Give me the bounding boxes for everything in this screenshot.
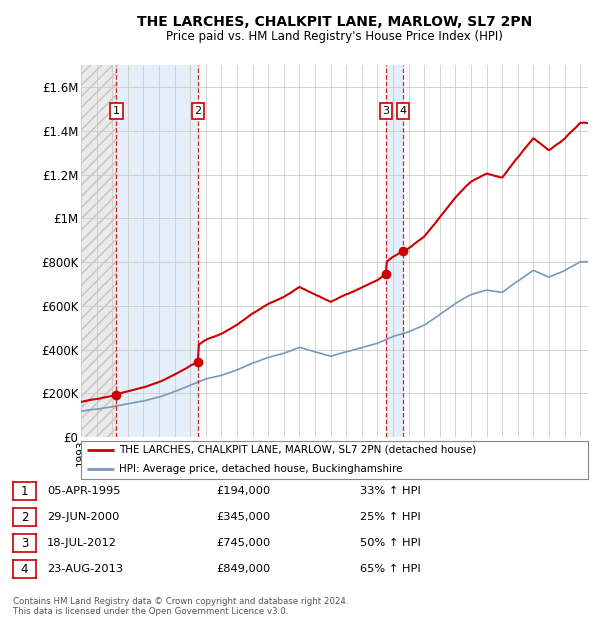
Text: 3: 3 (382, 106, 389, 116)
Text: 4: 4 (21, 563, 28, 575)
Text: 05-APR-1995: 05-APR-1995 (47, 486, 120, 496)
Text: Price paid vs. HM Land Registry's House Price Index (HPI): Price paid vs. HM Land Registry's House … (166, 30, 503, 43)
Text: 1: 1 (21, 485, 28, 497)
Text: £849,000: £849,000 (216, 564, 270, 574)
Text: 33% ↑ HPI: 33% ↑ HPI (360, 486, 421, 496)
Text: £194,000: £194,000 (216, 486, 270, 496)
Text: THE LARCHES, CHALKPIT LANE, MARLOW, SL7 2PN: THE LARCHES, CHALKPIT LANE, MARLOW, SL7 … (137, 16, 532, 30)
Text: 25% ↑ HPI: 25% ↑ HPI (360, 512, 421, 522)
Text: 2: 2 (194, 106, 202, 116)
Text: 50% ↑ HPI: 50% ↑ HPI (360, 538, 421, 548)
Text: £745,000: £745,000 (216, 538, 270, 548)
Text: 4: 4 (400, 106, 407, 116)
Text: 1: 1 (113, 106, 120, 116)
Bar (386, 65, 403, 437)
Text: 3: 3 (21, 537, 28, 549)
Text: 2: 2 (21, 511, 28, 523)
Text: 29-JUN-2000: 29-JUN-2000 (47, 512, 119, 522)
Text: 65% ↑ HPI: 65% ↑ HPI (360, 564, 421, 574)
Text: Contains HM Land Registry data © Crown copyright and database right 2024.
This d: Contains HM Land Registry data © Crown c… (13, 597, 349, 616)
Text: HPI: Average price, detached house, Buckinghamshire: HPI: Average price, detached house, Buck… (119, 464, 403, 474)
Bar (81, 65, 116, 437)
Text: 23-AUG-2013: 23-AUG-2013 (47, 564, 123, 574)
Text: 18-JUL-2012: 18-JUL-2012 (47, 538, 116, 548)
Text: THE LARCHES, CHALKPIT LANE, MARLOW, SL7 2PN (detached house): THE LARCHES, CHALKPIT LANE, MARLOW, SL7 … (119, 445, 476, 454)
Bar (116, 65, 198, 437)
Text: £345,000: £345,000 (216, 512, 270, 522)
